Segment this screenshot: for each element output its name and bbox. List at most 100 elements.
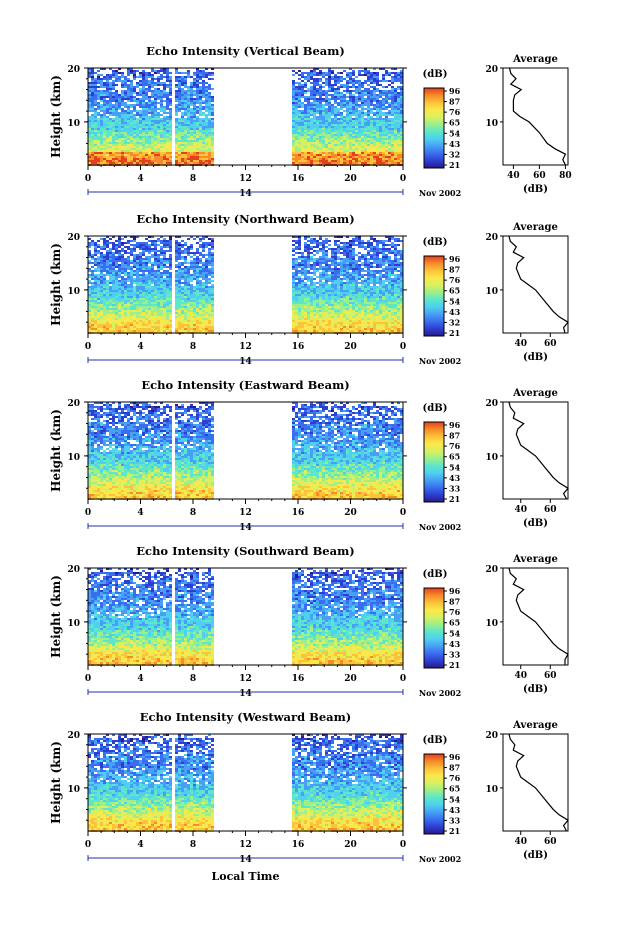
colorbar-tick-label: 76	[449, 107, 461, 117]
average-y-tick-label: 20	[485, 233, 498, 243]
average-y-tick-label: 20	[485, 399, 498, 409]
x-tick-label: 8	[190, 174, 196, 184]
x-tick-label: 12	[239, 840, 252, 850]
colorbar	[423, 255, 445, 337]
panel-title: Echo Intensity (Westward Beam)	[140, 710, 351, 724]
average-x-label: (dB)	[523, 184, 548, 195]
x-tick-label: 16	[292, 674, 305, 684]
x-tick-label: 16	[292, 840, 305, 850]
x-tick-label: 0	[400, 342, 406, 352]
average-x-tick-label: 40	[507, 171, 520, 181]
x-tick-label: 4	[137, 342, 143, 352]
x-tick-label: 8	[190, 840, 196, 850]
average-profile-line	[508, 733, 569, 832]
x-tick-label: 8	[190, 674, 196, 684]
y-tick-label: 20	[67, 399, 80, 409]
average-x-tick-label: 40	[514, 505, 527, 515]
colorbar-tick-label: 43	[449, 639, 461, 649]
colorbar-tick-label: 76	[449, 607, 461, 617]
date-month-label: Nov 2002	[419, 688, 461, 698]
average-y-tick-label: 20	[485, 731, 498, 741]
average-frame	[502, 567, 569, 666]
average-title: Average	[512, 54, 558, 65]
average-y-tick-label: 20	[485, 65, 498, 75]
average-profile-line	[508, 67, 567, 166]
colorbar-tick-label: 76	[449, 441, 461, 451]
x-tick-label: 20	[344, 840, 357, 850]
date-month-label: Nov 2002	[419, 522, 461, 532]
y-axis-label: Height (km)	[49, 575, 63, 658]
average-title: Average	[512, 554, 558, 565]
y-tick-label: 10	[67, 785, 80, 795]
average-x-tick-label: 60	[544, 339, 557, 349]
colorbar-label: (dB)	[423, 403, 448, 414]
colorbar-tick-label: 33	[449, 483, 461, 493]
x-tick-label: 12	[239, 674, 252, 684]
x-tick-label: 20	[344, 342, 357, 352]
y-axis-label: Height (km)	[49, 243, 63, 326]
x-tick-label: 0	[85, 674, 91, 684]
colorbar-tick-label: 96	[449, 254, 461, 264]
x-tick-label: 0	[85, 342, 91, 352]
average-y-tick-label: 10	[485, 453, 498, 463]
average-y-tick-label: 10	[485, 287, 498, 297]
colorbar-tick-label: 76	[449, 773, 461, 783]
x-tick-label: 0	[85, 174, 91, 184]
average-frame	[502, 67, 569, 166]
colorbar-tick-label: 43	[449, 307, 461, 317]
colorbar-tick-label: 21	[449, 494, 460, 504]
average-profile: Average 40 60 10 20 (dB)	[485, 554, 569, 695]
average-frame	[502, 401, 569, 500]
x-tick-label: 4	[137, 174, 143, 184]
x-tick-label: 20	[344, 174, 357, 184]
date-month-label: Nov 2002	[419, 356, 461, 366]
colorbar-tick-label: 87	[449, 597, 460, 607]
colorbar-tick-label: 96	[449, 586, 461, 596]
colorbar	[423, 87, 445, 169]
x-tick-label: 4	[137, 840, 143, 850]
y-tick-label: 20	[67, 565, 80, 575]
x-tick-label: 12	[239, 342, 252, 352]
x-axis-label: Local Time	[212, 870, 280, 883]
colorbar-tick-label: 87	[449, 763, 460, 773]
panel-title: Echo Intensity (Vertical Beam)	[146, 44, 345, 58]
colorbar-tick-label: 65	[449, 118, 460, 128]
y-tick-label: 20	[67, 65, 80, 75]
x-tick-label: 16	[292, 174, 305, 184]
x-tick-label: 16	[292, 508, 305, 518]
colorbar-tick-label: 65	[449, 452, 460, 462]
x-tick-label: 0	[400, 508, 406, 518]
average-profile: Average 40 60 10 20 (dB)	[485, 720, 569, 861]
echo-panel-3: Echo Intensity (Southward Beam) 10 20 Heigh…	[49, 544, 569, 699]
echo-panel-0: Echo Intensity (Vertical Beam) 10 20 Height…	[49, 44, 572, 199]
x-tick-label: 0	[85, 840, 91, 850]
colorbar-label: (dB)	[423, 735, 448, 746]
x-tick-label: 12	[239, 174, 252, 184]
colorbar-label: (dB)	[423, 237, 448, 248]
x-tick-label: 0	[400, 674, 406, 684]
average-title: Average	[512, 222, 558, 233]
colorbar-label: (dB)	[423, 569, 448, 580]
colorbar-tick-label: 96	[449, 86, 461, 96]
echo-panel-2: Echo Intensity (Eastward Beam) 10 20 Height…	[49, 378, 569, 533]
average-y-tick-label: 20	[485, 565, 498, 575]
heatmap-cells	[88, 402, 403, 500]
echo-panel-1: Echo Intensity (Northward Beam) 10 20 Heigh…	[49, 212, 569, 367]
x-tick-label: 20	[344, 674, 357, 684]
x-tick-label: 0	[400, 840, 406, 850]
colorbar-tick-label: 96	[449, 420, 461, 430]
echo-panel-4: Echo Intensity (Westward Beam) 10 20 Height…	[49, 710, 569, 865]
colorbar-tick-label: 87	[449, 265, 460, 275]
colorbar-tick-label: 54	[449, 462, 461, 472]
colorbar-tick-label: 21	[449, 660, 460, 670]
heatmap-cells	[88, 734, 403, 832]
x-tick-label: 8	[190, 342, 196, 352]
average-x-label: (dB)	[523, 684, 548, 695]
average-x-tick-label: 60	[544, 671, 557, 681]
colorbar-tick-label: 87	[449, 97, 460, 107]
colorbar-tick-label: 76	[449, 275, 461, 285]
average-x-tick-label: 80	[559, 171, 572, 181]
colorbar	[423, 421, 445, 503]
